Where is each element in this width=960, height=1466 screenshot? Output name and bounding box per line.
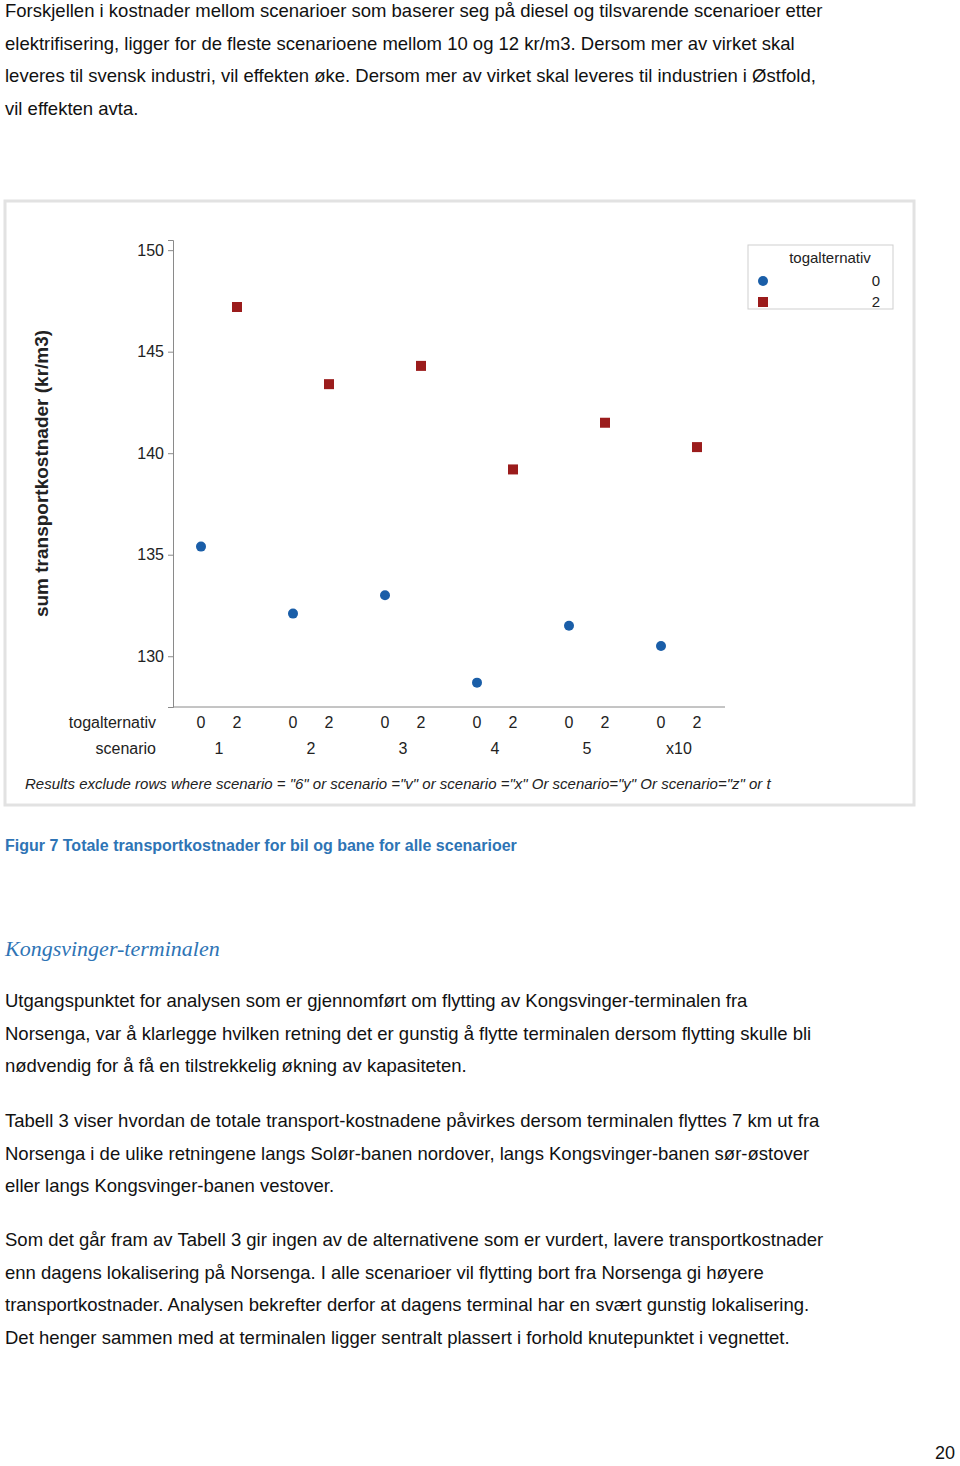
x-sub-tick-label: 0 [197,714,206,731]
page: Forskjellen i kostnader mellom scenarioe… [0,0,960,1466]
y-tick-label: 140 [137,445,164,462]
legend: togalternativ0 2 [748,245,893,310]
x-axis-title: scenario [96,740,157,757]
paragraph: Utgangspunktet for analysen som er gjenn… [5,990,811,1076]
y-axis-line [168,241,174,708]
body-line: Utgangspunktet for analysen som er gjenn… [5,990,748,1011]
x-sub-tick-label: 2 [325,714,334,731]
y-tick-mark [168,250,173,251]
y-tick-label: 135 [137,546,164,563]
y-tick: 130 [137,648,173,665]
x-tick-label: x10 [666,740,692,757]
x-sub-tick-label: 2 [417,714,426,731]
y-tick-label: 145 [137,343,164,360]
y-axis: 130 135 140 145 150 [137,241,173,708]
y-tick: 135 [137,546,173,563]
point [656,641,666,651]
x-sub-tick-label: 0 [657,714,666,731]
point [416,361,426,371]
x-sub-tick-label: 0 [473,714,482,731]
legend-label: 2 [872,293,880,310]
x-sub-tick-label: 2 [693,714,702,731]
body-line: elektrifisering, ligger for de fleste sc… [5,33,795,54]
paragraph: Tabell 3 viser hvordan de totale transpo… [5,1110,820,1196]
point [232,302,242,312]
figure-caption: Figur 7 Totale transportkostnader for bi… [5,837,517,854]
point [564,621,574,631]
section-heading: Kongsvinger-terminalen [4,936,220,961]
x-tick-label: 2 [307,740,316,757]
x-sub-tick-label: 2 [601,714,610,731]
x-tick-label: 3 [399,740,408,757]
y-axis-title: sum transportkostnader (kr/m3) [31,330,52,617]
point [324,379,334,389]
x-sub-tick-label: 0 [565,714,574,731]
y-tick-mark [168,656,173,657]
legend-box [748,245,893,309]
point [508,464,518,474]
body-line: transportkostnader. Analysen bekrefter d… [5,1294,809,1315]
body-line: leveres til svensk industri, vil effekte… [5,65,816,86]
x-sub-tick-label: 2 [509,714,518,731]
y-tick: 145 [137,343,173,360]
marks [196,302,702,688]
paragraph: Som det går fram av Tabell 3 gir ingen a… [5,1229,823,1348]
x-sub-tick-label: 0 [381,714,390,731]
body-line: Norsenga i de ulike retningene langs Sol… [5,1143,809,1164]
x-axis-line [173,707,725,708]
body-line: Det henger sammen med at terminalen ligg… [5,1327,790,1348]
legend-marker [758,276,768,286]
y-tick: 140 [137,445,173,462]
body-line: nødvendig for å få en tilstrekkelig økni… [5,1055,467,1076]
legend-marker [758,297,768,307]
body-line: Tabell 3 viser hvordan de totale transpo… [5,1110,820,1131]
point [380,590,390,600]
point [288,609,298,619]
chart: 130135140145150sum transportkostnader (k… [5,201,914,805]
body-line: Som det går fram av Tabell 3 gir ingen a… [5,1229,823,1250]
point [472,678,482,688]
x-tick-label: 1 [215,740,224,757]
body-line: eller langs Kongsvinger-banen vestover. [5,1175,334,1196]
legend-title: togalternativ [789,249,871,266]
chart-note: Results exclude rows where scenario = "6… [25,775,771,792]
x-tick-label: 4 [491,740,500,757]
y-tick-mark [168,352,173,353]
y-tick-label: 130 [137,648,164,665]
y-tick: 150 [137,242,173,259]
body-line: enn dagens lokalisering på Norsenga. I a… [5,1262,764,1283]
y-tick-mark [168,453,173,454]
body-line: Forskjellen i kostnader mellom scenarioe… [5,0,822,21]
page-number: 20 [935,1443,955,1463]
body-line: vil effekten avta. [5,98,138,119]
point [196,542,206,552]
legend-label: 0 [872,272,880,289]
x-tick-label: 5 [583,740,592,757]
x-sublabel-title: togalternativ [69,714,156,731]
point [600,418,610,428]
x-sub-tick-label: 2 [233,714,242,731]
y-tick-label: 150 [137,242,164,259]
y-tick-mark [168,555,173,556]
body-line: Norsenga, var å klarlegge hvilken retnin… [5,1023,811,1044]
x-sub-tick-label: 0 [289,714,298,731]
chart-background [5,201,914,805]
point [692,442,702,452]
intro-paragraph: Forskjellen i kostnader mellom scenarioe… [5,0,822,119]
